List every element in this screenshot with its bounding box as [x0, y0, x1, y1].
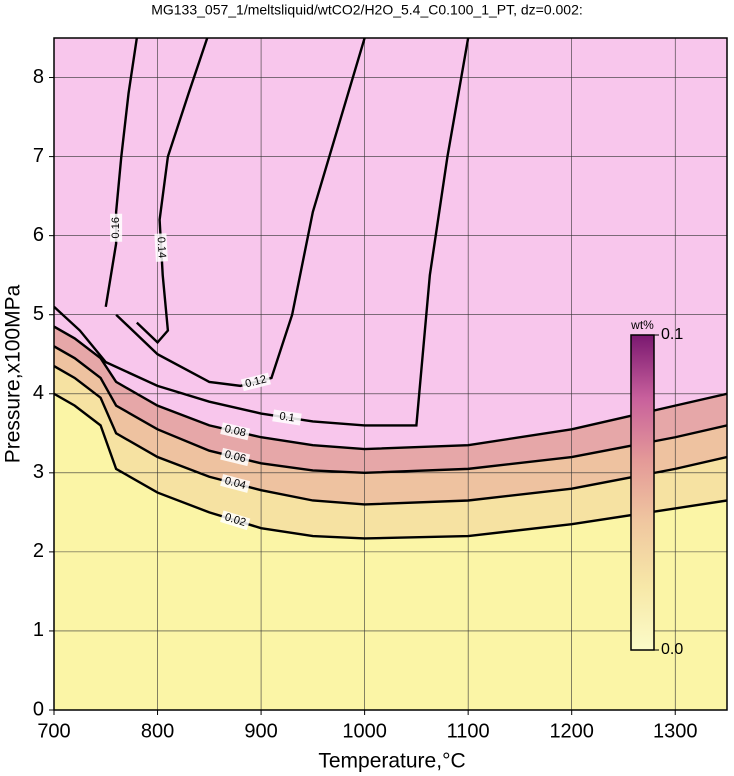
y-tick-label: 2	[33, 540, 44, 562]
colorbar	[630, 334, 655, 651]
y-tick-label: 4	[33, 382, 44, 404]
contour-label-bg	[240, 372, 271, 392]
contour-label: 0.08	[220, 422, 251, 441]
x-tick-label: 1200	[549, 720, 594, 742]
contour-line	[104, 38, 139, 307]
x-tick-label: 800	[141, 720, 174, 742]
contour-label-text: 0.04	[223, 475, 247, 492]
contour-label-text: 0.14	[155, 236, 168, 258]
y-tick-label: 1	[33, 619, 44, 641]
colorbar-tick-label: 0.1	[661, 326, 683, 343]
x-tick-label: 700	[37, 720, 70, 742]
contour-label-text: 0.16	[110, 217, 122, 238]
x-tick-label: 1100	[447, 720, 490, 742]
chart-title: MG133_057_1/meltsliquid/wtCO2/H2O_5.4_C0…	[151, 2, 583, 18]
contour-label: 0.16	[110, 213, 123, 242]
contour-label-bg	[220, 474, 251, 493]
contour-label-bg	[220, 510, 251, 531]
contour-label: 0.12	[240, 372, 271, 392]
contour-line	[115, 38, 366, 388]
plot-frame	[53, 37, 728, 711]
contour-label: 0.02	[220, 510, 251, 531]
contour-line	[54, 392, 727, 540]
contour-label-bg	[110, 213, 123, 242]
contour-label: 0.06	[220, 447, 251, 467]
y-tick-label: 5	[33, 303, 44, 325]
x-tick-label: 1300	[653, 720, 698, 742]
y-axis-label: Pressure,x100MPa	[2, 284, 25, 463]
contour-label-text: 0.08	[223, 423, 247, 439]
y-tick-label: 3	[33, 461, 44, 483]
colorbar-label: wt%	[630, 318, 654, 332]
colorbar-tick-label: 0.0	[661, 641, 683, 658]
contour-label: 0.1	[272, 409, 302, 426]
x-tick-label: 900	[244, 720, 277, 742]
contour-label: 0.14	[154, 233, 168, 262]
contour-line	[54, 345, 727, 475]
contour-line	[54, 325, 727, 451]
contour-label-bg	[272, 409, 302, 426]
contour-label-bg	[220, 447, 251, 467]
contour-label-bg	[220, 422, 251, 441]
x-tick-label: 1000	[342, 720, 387, 742]
contour-label-text: 0.02	[223, 511, 247, 529]
contour-label-text: 0.1	[279, 410, 296, 424]
y-tick-label: 0	[33, 698, 44, 720]
contour-label-text: 0.06	[223, 449, 247, 466]
x-axis-label: Temperature,°C	[318, 750, 465, 773]
contour-line	[54, 365, 727, 506]
plot-area: 0.02 0.04 0.06 0.08 0.1 0.12 0.14 0.16	[54, 38, 727, 710]
contour-label-text: 0.12	[244, 373, 268, 390]
y-tick-label: 6	[33, 224, 44, 246]
contour-label-bg	[154, 233, 168, 262]
contour-band	[54, 38, 727, 450]
y-tick-label: 7	[33, 145, 44, 167]
contour-label: 0.04	[220, 474, 251, 493]
y-tick-label: 8	[33, 66, 44, 88]
